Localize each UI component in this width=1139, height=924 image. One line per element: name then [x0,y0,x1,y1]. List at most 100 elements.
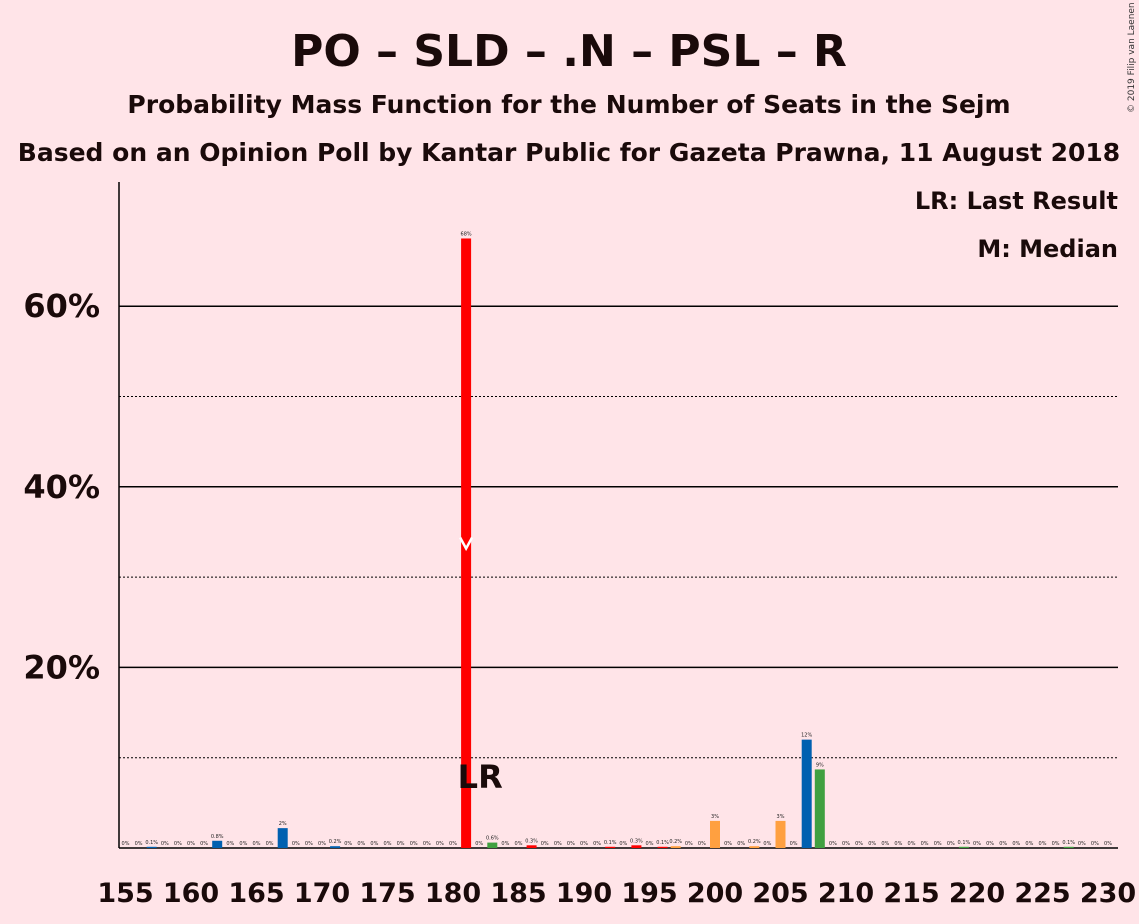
bar-value-label: 0% [868,841,876,847]
bar-value-label: 0.1% [656,840,669,846]
x-tick-label: 205 [752,878,808,909]
bar-value-label: 0% [737,841,745,847]
bar-value-label: 0% [580,841,588,847]
x-tick-label: 170 [294,878,350,909]
x-tick-label: 225 [1014,878,1070,909]
y-tick-label: 60% [23,287,100,325]
bar-value-label: 0% [370,841,378,847]
legend-median: M: Median [977,235,1118,263]
bar [657,846,668,848]
bar-value-label: 0% [646,841,654,847]
bar-value-label: 0.1% [604,840,617,846]
bar-value-label: 0% [135,841,143,847]
bar-value-label: 0.1% [1062,840,1075,846]
bar-value-label: 0% [999,841,1007,847]
bar-value-label: 0% [449,841,457,847]
bar [146,846,157,848]
bar-value-label: 68% [461,231,472,237]
bar-value-label: 0% [357,841,365,847]
bar-value-label: 0% [475,841,483,847]
bar [461,238,472,849]
bar-value-label: 2% [279,821,287,827]
bar-value-label: 0% [187,841,195,847]
x-tick-label: 155 [97,878,153,909]
bar-value-label: 0% [724,841,732,847]
bar-value-label: 0% [908,841,916,847]
x-tick-label: 230 [1080,878,1136,909]
bar-value-label: 0.2% [669,839,682,845]
bar [1063,846,1074,848]
bar-value-label: 0% [554,841,562,847]
bar [801,739,812,848]
copyright-note: © 2019 Filip van Laenen [1127,2,1137,113]
bar [814,769,825,848]
bar-value-label: 3% [711,814,719,820]
bar [526,845,537,848]
bar-value-label: 0% [1039,841,1047,847]
bar-value-label: 0% [174,841,182,847]
bar-value-label: 0% [161,841,169,847]
last-result-marker: LR [458,758,503,796]
bar-value-label: 0% [239,841,247,847]
bar-value-label: 0% [266,841,274,847]
bar [487,842,498,848]
bar-value-label: 0% [685,841,693,847]
bar-value-label: 3% [777,814,785,820]
median-marker [459,536,474,552]
bar-value-labels: 0% 0% 0.1% 0% 0% 0% 0%0.8%0% 0% 0% 0%2%0% 0% 0% 0.2%… [122,231,1113,847]
bar-value-label: 0% [1078,841,1086,847]
bar-value-label: 0% [894,841,902,847]
bar-value-label: 0% [344,841,352,847]
bar-value-label: 0% [410,841,418,847]
x-tick-label: 190 [556,878,612,909]
bar-value-label: 0% [842,841,850,847]
bar [670,846,681,848]
bar-value-label: 0% [921,841,929,847]
bar-value-label: 0% [973,841,981,847]
chart-subtitle: Probability Mass Function for the Number… [127,90,1010,119]
x-tick-label: 180 [425,878,481,909]
x-tick-label: 185 [490,878,546,909]
bar-value-label: 0% [763,841,771,847]
bar-value-label: 0% [986,841,994,847]
bar-value-label: 0% [947,841,955,847]
bar-value-label: 0% [934,841,942,847]
bar-value-label: 0.6% [486,836,499,842]
bar-value-label: 0% [619,841,627,847]
x-tick-label: 175 [359,878,415,909]
bar-value-label: 0% [122,841,130,847]
bar-value-label: 0% [790,841,798,847]
bar-value-label: 0% [881,841,889,847]
bar-value-label: 0% [515,841,523,847]
bar [631,845,642,848]
bar [605,846,616,848]
bar-value-label: 0% [1052,841,1060,847]
bar-value-label: 12% [801,733,812,739]
bar [749,846,760,848]
bar [277,828,288,848]
legend-last-result: LR: Last Result [915,187,1118,215]
bar-value-label: 0% [541,841,549,847]
bar-value-label: 0% [226,841,234,847]
bar-value-label: 0% [1091,841,1099,847]
x-tick-label: 210 [818,878,874,909]
x-tick-label: 165 [228,878,284,909]
bar-value-label: 0% [567,841,575,847]
bar-value-label: 0.8% [211,834,224,840]
bar-value-label: 0% [200,841,208,847]
bar-value-label: 0% [384,841,392,847]
y-tick-labels: 20% 40% 60% [23,287,100,686]
bar-value-label: 0% [1025,841,1033,847]
x-tick-label: 195 [621,878,677,909]
grid-lines [119,305,1118,759]
y-tick-label: 20% [23,648,100,686]
bar-value-label: 0.3% [630,838,643,844]
bar-value-label: 0% [423,841,431,847]
bar [212,840,223,848]
bar-value-label: 0% [698,841,706,847]
bar [958,846,969,848]
bar-value-label: 0% [1012,841,1020,847]
bar-value-label: 0% [397,841,405,847]
bar-value-label: 9% [816,762,824,768]
